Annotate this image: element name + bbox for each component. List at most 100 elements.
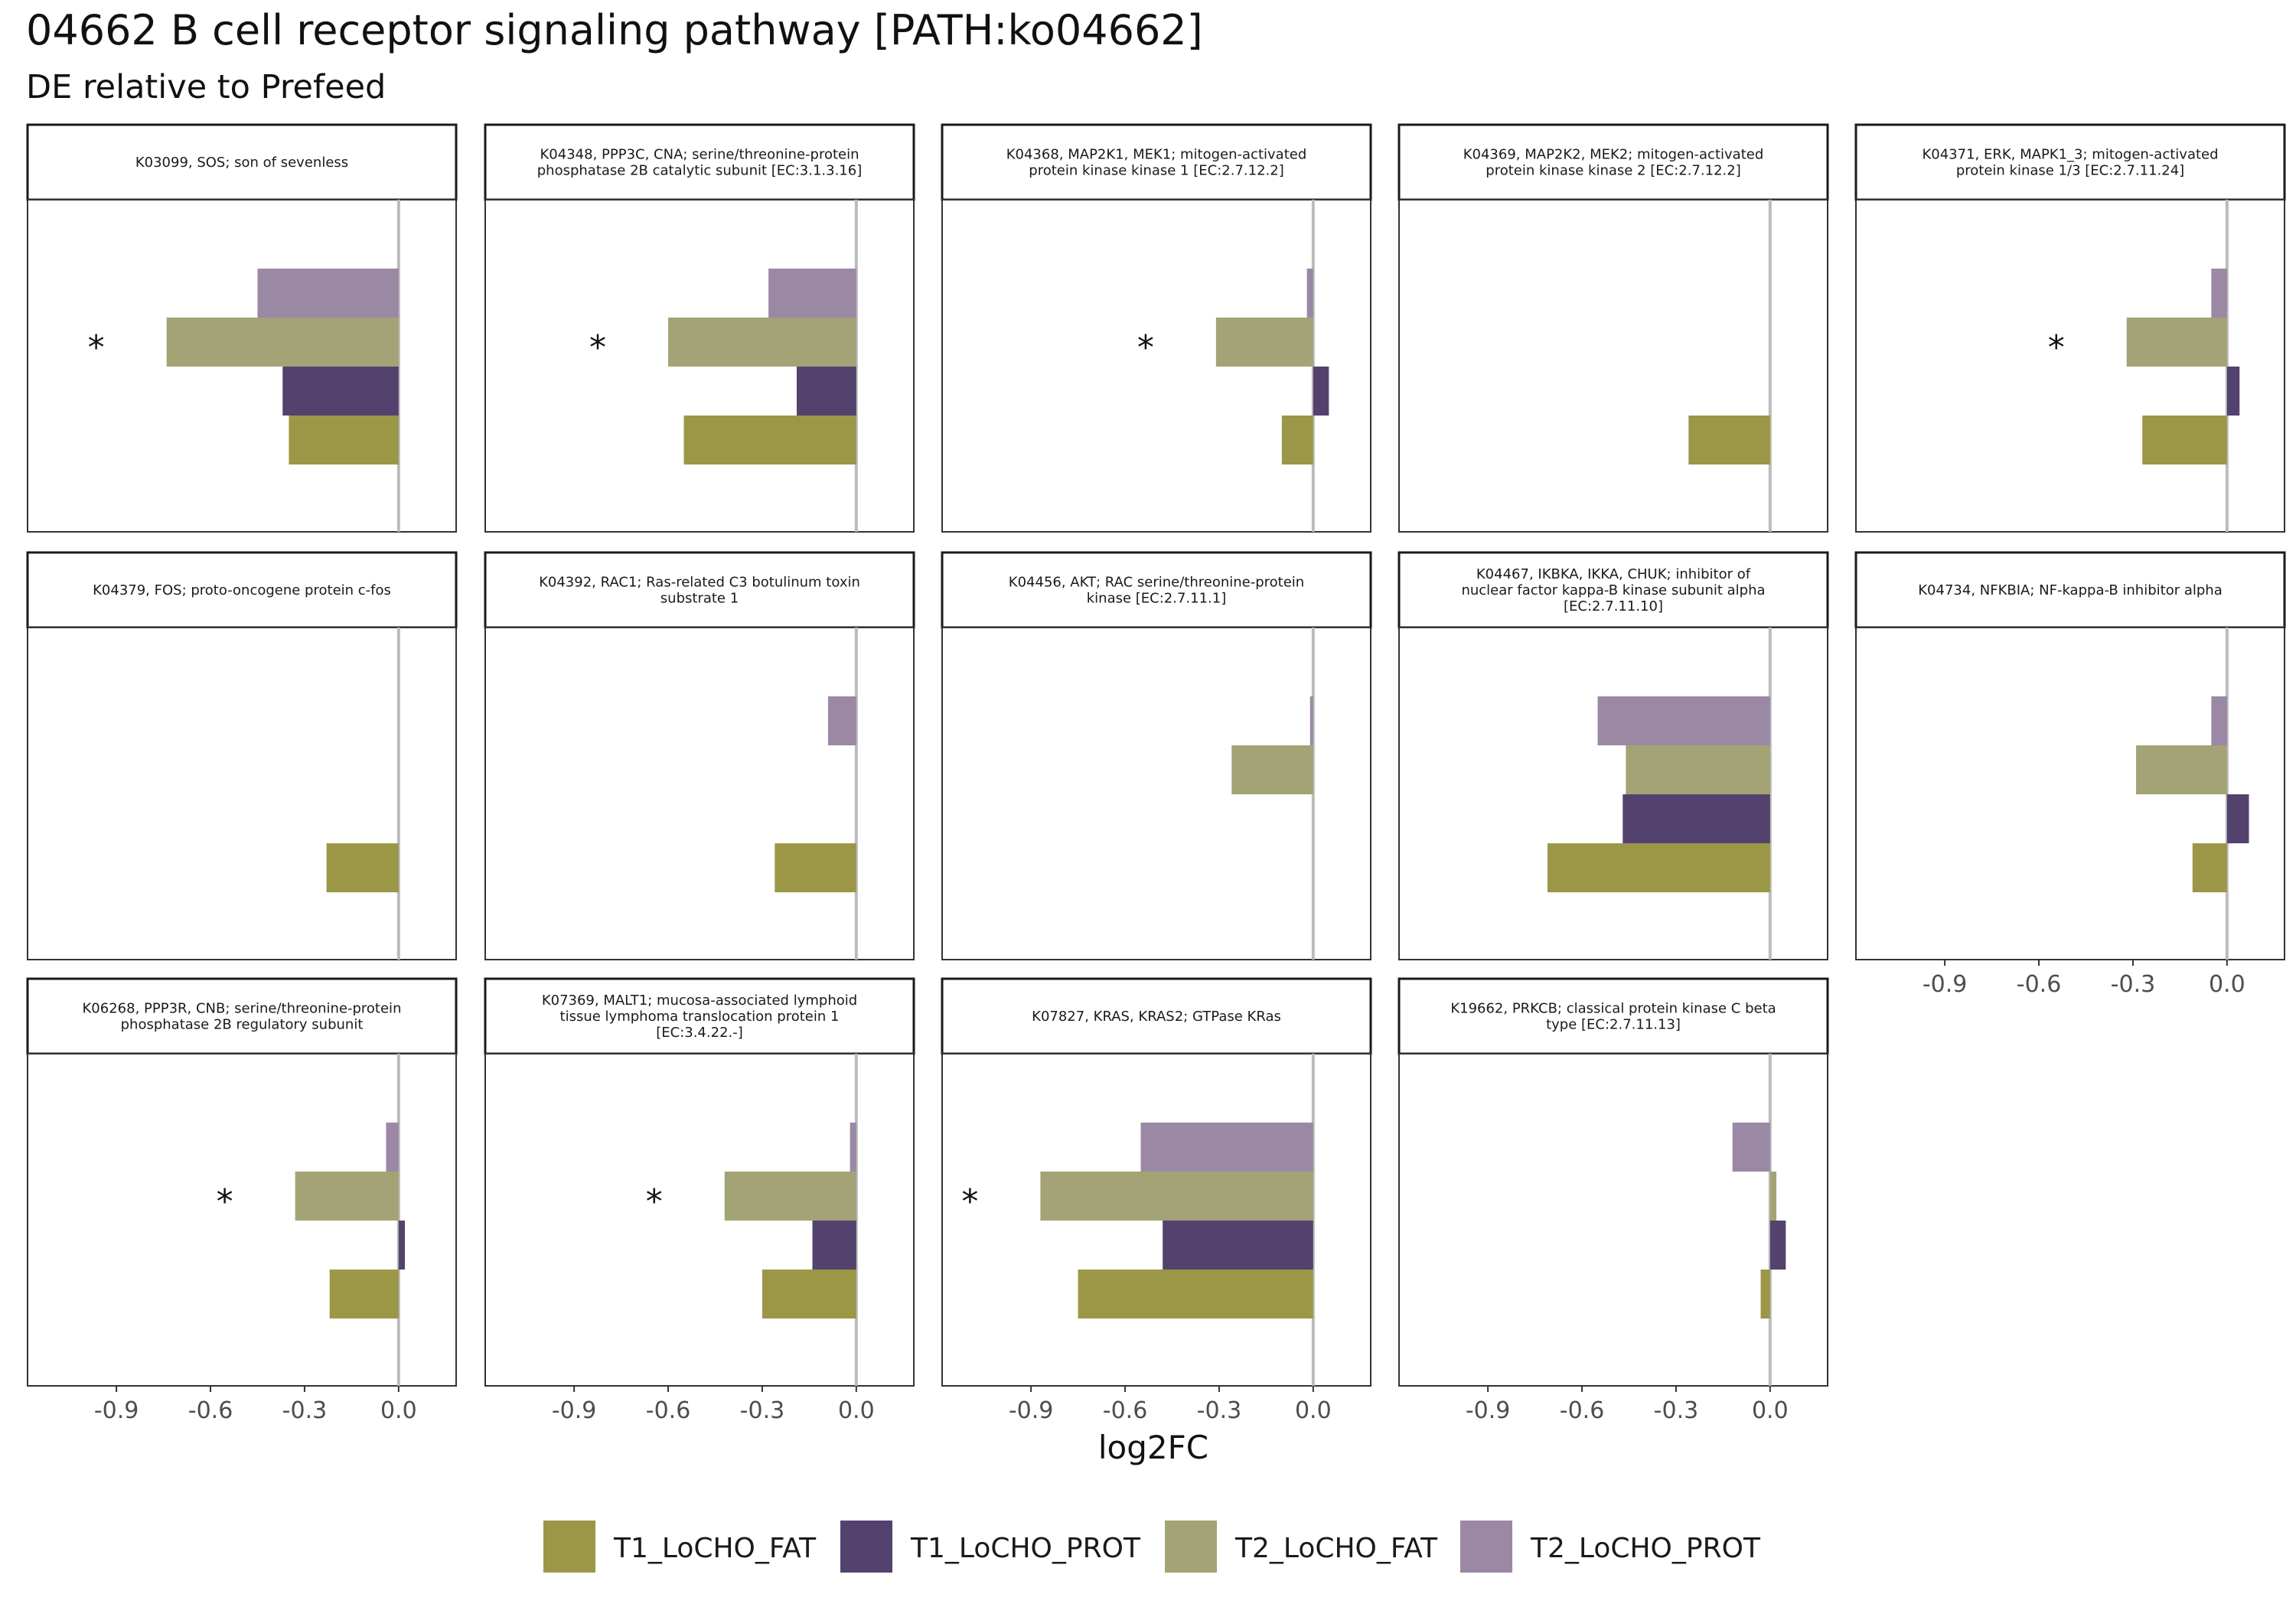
bar-t1-locho-fat [2192,843,2227,892]
x-tick-label: -0.3 [740,1397,785,1424]
legend-key [543,1521,595,1573]
facet-title: K07827, KRAS, KRAS2; GTPase KRas [1032,1009,1281,1025]
bar-t1-locho-fat [683,416,856,464]
significance-marker: * [217,1182,233,1221]
chart-subtitle: DE relative to Prefeed [26,68,386,106]
legend-item: T2_LoCHO_FAT [1165,1521,1438,1573]
facet-strip [1397,977,1829,1055]
x-tick-label: -0.9 [1466,1397,1511,1424]
bar-t2-locho-prot [1306,269,1313,318]
legend-item: T1_LoCHO_PROT [840,1521,1141,1573]
x-tick-label: -0.6 [188,1397,233,1424]
bar-t1-locho-fat [775,843,856,892]
x-tick-label: -0.6 [2017,971,2062,998]
facet-title: K04392, RAC1; Ras-related C3 botulinum t… [539,575,860,607]
bar-t2-locho-prot [850,1123,856,1172]
facet-panel: K04734, NFKBIA; NF-kappa-B inhibitor alp… [1854,551,2286,998]
legend-item: T2_LoCHO_PROT [1460,1521,1761,1573]
bar-t1-locho-prot [282,367,399,416]
facet-strip [941,977,1372,1055]
bar-t1-locho-prot [1313,367,1329,416]
bar-t1-locho-fat [1078,1270,1313,1319]
bar-t1-locho-prot [812,1221,856,1270]
bar-t2-locho-prot [1140,1123,1313,1172]
legend-key [840,1521,892,1573]
significance-marker: * [589,328,606,367]
bar-t1-locho-prot [2226,794,2249,843]
x-tick-label: -0.3 [1197,1397,1242,1424]
bar-t1-locho-prot [398,1221,406,1270]
facet-title: K04734, NFKBIA; NF-kappa-B inhibitor alp… [1918,582,2222,598]
bar-t1-locho-prot [1163,1221,1313,1270]
bar-t2-locho-fat [295,1172,399,1221]
facet-title: K04467, IKBKA, IKKA, CHUK; inhibitor of n… [1461,566,1765,614]
plot-area [27,627,457,960]
facet-strip [484,551,915,629]
bar-t2-locho-prot [768,269,856,318]
bar-t2-locho-fat [1231,745,1313,794]
chart-title: 04662 B cell receptor signaling pathway … [26,6,1203,54]
facet-panel: K04348, PPP3C, CNA; serine/threonine-pro… [484,123,915,533]
bar-t1-locho-prot [2226,367,2240,416]
x-tick-label: -0.3 [1654,1397,1699,1424]
facet-panel: K07827, KRAS, KRAS2; GTPase KRas * -0.9 -0.… [941,977,1372,1424]
facet-panel: K04379, FOS; proto-oncogene protein c-fo… [26,551,458,960]
legend: T1_LoCHO_FAT T1_LoCHO_PROT T2_LoCHO_FAT T2_… [543,1521,1761,1573]
facet-title: K04371, ERK, MAPK1_3; mitogen-activated p… [1922,147,2218,179]
facet-panel: K04467, IKBKA, IKKA, CHUK; inhibitor of n… [1397,551,1829,960]
x-tick-label: -0.6 [1560,1397,1605,1424]
bar-t2-locho-prot [1309,696,1313,745]
bar-t1-locho-fat [329,1270,399,1319]
legend-label: T2_LoCHO_PROT [1530,1533,1761,1564]
bar-t1-locho-fat [2142,416,2227,464]
bar-t2-locho-prot [386,1123,399,1172]
facet-strip [1397,123,1829,201]
facet-strip [1854,551,2286,629]
bar-t1-locho-fat [326,843,399,892]
facet-strip [1854,123,2286,201]
x-tick-label: -0.9 [94,1397,139,1424]
facet-panel: K06268, PPP3R, CNB; serine/threonine-pro… [26,977,458,1424]
x-tick-label: 0.0 [1752,1397,1789,1424]
x-tick-label: -0.9 [552,1397,597,1424]
x-tick-label: 0.0 [1295,1397,1332,1424]
facet-strip [26,123,458,201]
facet-panels: K03099, SOS; son of sevenless * K04348, PP… [26,123,2286,1424]
plot-area [484,627,915,960]
significance-marker: * [1137,328,1154,367]
facet-title: K19662, PRKCB; classical protein kinase … [1450,1001,1776,1033]
bar-t2-locho-prot [2211,696,2227,745]
legend-label: T1_LoCHO_FAT [613,1533,817,1564]
facet-panel: K04368, MAP2K1, MEK1; mitogen-activated p… [941,123,1372,533]
facet-title: K04379, FOS; proto-oncogene protein c-fo… [93,582,391,598]
facet-panel: K03099, SOS; son of sevenless * [26,123,458,533]
bar-t1-locho-fat [1688,416,1770,464]
facet-strip [1397,551,1829,629]
significance-marker: * [961,1182,978,1221]
bar-t2-locho-prot [257,269,399,318]
legend-label: T1_LoCHO_PROT [910,1533,1141,1564]
x-tick-label: -0.6 [1103,1397,1148,1424]
facet-title: K04368, MAP2K1, MEK1; mitogen-activated p… [1006,147,1307,179]
x-tick-label: 0.0 [380,1397,417,1424]
facet-title: K04456, AKT; RAC serine/threonine-protei… [1009,575,1304,607]
bar-t2-locho-prot [1597,696,1770,745]
significance-marker: * [646,1182,663,1221]
bar-t2-locho-prot [1732,1123,1770,1172]
facet-title: K03099, SOS; son of sevenless [135,155,348,171]
bar-t1-locho-fat [1760,1270,1770,1319]
bar-t2-locho-fat [166,318,399,367]
x-tick-label: -0.3 [282,1397,328,1424]
significance-marker: * [2048,328,2065,367]
bar-t1-locho-fat [762,1270,856,1319]
facet-strip [26,551,458,629]
x-tick-label: -0.3 [2111,971,2156,998]
facet-title: K07369, MALT1; mucosa-associated lymphoi… [542,993,857,1041]
bar-t1-locho-fat [1547,843,1770,892]
bar-t1-locho-prot [1769,1221,1786,1270]
bar-t2-locho-fat [1769,1172,1777,1221]
bar-t1-locho-fat [1281,416,1313,464]
facet-title: K04369, MAP2K2, MEK2; mitogen-activated p… [1463,147,1764,179]
facet-panel: K04371, ERK, MAPK1_3; mitogen-activated p… [1854,123,2286,533]
